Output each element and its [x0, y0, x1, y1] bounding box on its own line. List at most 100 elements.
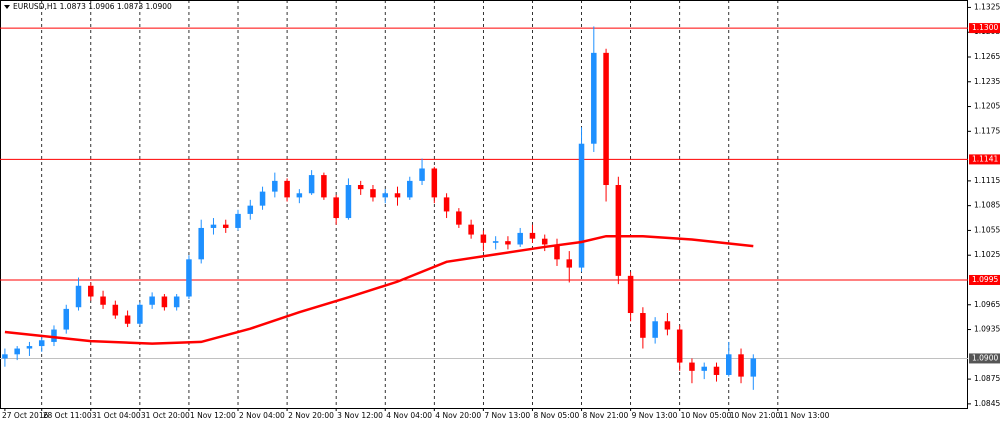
candle-body [173, 296, 180, 308]
y-tick-label: 1.1025 [974, 250, 1000, 259]
candle-body [738, 354, 744, 377]
candle-body [247, 205, 254, 214]
candle-body [284, 180, 290, 198]
y-tick-label: 1.1235 [974, 77, 1000, 86]
candle-body [75, 285, 82, 308]
candle-body [222, 224, 229, 228]
candle-body [505, 241, 511, 245]
candle-body [419, 168, 425, 181]
moving-average [4, 234, 754, 345]
x-tick-label: 10 Nov 05:00 [681, 411, 732, 420]
level-label: 1.0995 [972, 275, 998, 284]
x-tick-label: 8 Nov 05:00 [533, 411, 579, 420]
candle-body [345, 185, 352, 219]
candle-body [210, 224, 217, 228]
y-tick-label: 1.1085 [974, 201, 1000, 210]
candle-body [88, 285, 94, 297]
candle-body [443, 197, 450, 212]
candle-body [615, 185, 622, 276]
candle-body [554, 244, 560, 260]
candle-body [480, 234, 487, 243]
candle-body [382, 193, 388, 198]
candle-body [603, 52, 609, 186]
candle-body [726, 354, 732, 375]
y-tick-label: 1.1205 [974, 102, 1000, 111]
x-tick-label: 1 Nov 12:00 [190, 411, 236, 420]
candle-body [272, 180, 278, 192]
candle-body [186, 259, 192, 297]
candle-body [308, 175, 315, 194]
candle-body [713, 366, 720, 375]
y-tick-label: 1.1265 [974, 52, 1000, 61]
candle-body [149, 296, 155, 305]
x-tick-label: 31 Oct 04:00 [92, 411, 141, 420]
candle-body [112, 304, 119, 316]
candle-body [492, 241, 499, 243]
candle-body [664, 321, 671, 330]
candle-body [456, 211, 462, 225]
y-tick-label: 1.1175 [974, 126, 1000, 135]
candle-body [370, 189, 376, 198]
candle-body [529, 232, 536, 239]
candle-body [627, 275, 634, 314]
candle-body [431, 168, 438, 198]
candle-body [124, 315, 131, 324]
candle-body [321, 175, 327, 198]
y-tick-label: 1.0935 [974, 325, 1000, 334]
chart-title: EURUSD,H1 1.0873 1.0906 1.0873 1.0900 [13, 2, 172, 11]
y-tick-label: 1.1325 [974, 2, 1000, 11]
candle-body [63, 308, 70, 330]
x-tick-label: 31 Oct 20:00 [141, 411, 190, 420]
candle-body [100, 296, 106, 305]
candle-body [26, 346, 33, 349]
candle-body [689, 362, 695, 371]
y-tick-label: 1.1055 [974, 225, 1000, 234]
candle-body [333, 197, 339, 219]
level-tag [969, 154, 1000, 165]
candle-body [14, 348, 20, 355]
candle-body [198, 227, 204, 260]
candle-body [578, 143, 585, 268]
candle-body [51, 329, 57, 342]
candle-body [517, 232, 523, 245]
menu-arrow [4, 5, 10, 9]
x-tick-label: 2 Nov 04:00 [239, 411, 285, 420]
plot-frame [0, 0, 968, 409]
x-tick-label: 8 Nov 21:00 [583, 411, 629, 420]
candle-body [468, 224, 474, 235]
candle-body [161, 296, 168, 308]
candle-body [357, 185, 364, 190]
level-label: 1.1300 [972, 23, 998, 32]
x-tick-label: 28 Oct 11:00 [43, 411, 92, 420]
y-tick-label: 1.0845 [974, 399, 1000, 408]
x-tick-label: 3 Nov 12:00 [337, 411, 383, 420]
candle-body [259, 191, 266, 206]
level-tag [969, 23, 1000, 34]
candle-body [701, 366, 707, 371]
x-tick-label: 9 Nov 13:00 [632, 411, 678, 420]
x-tick-label: 4 Nov 04:00 [386, 411, 432, 420]
candle-body [38, 340, 45, 347]
x-tick-label: 4 Nov 20:00 [435, 411, 481, 420]
candle-body [235, 213, 241, 228]
candle-body [566, 259, 573, 268]
candle-body [541, 238, 548, 245]
x-tick-label: 11 Nov 13:00 [779, 411, 830, 420]
x-tick-label: 7 Nov 13:00 [484, 411, 530, 420]
candle-body [676, 329, 683, 363]
candle-body [296, 193, 303, 198]
candle-body [640, 313, 646, 338]
x-tick-label: 27 Oct 2016 [2, 411, 49, 420]
level-label: 1.1141 [972, 154, 998, 163]
candle-body [750, 358, 757, 377]
y-tick-label: 1.1115 [974, 176, 1000, 185]
y-tick-label: 1.0965 [974, 300, 1000, 309]
candle-body [137, 304, 143, 324]
candle-body [652, 321, 658, 338]
candle-body [2, 354, 8, 359]
y-tick-label: 1.0875 [974, 374, 1000, 383]
x-tick-label: 10 Nov 21:00 [730, 411, 781, 420]
candle-body [394, 193, 401, 198]
